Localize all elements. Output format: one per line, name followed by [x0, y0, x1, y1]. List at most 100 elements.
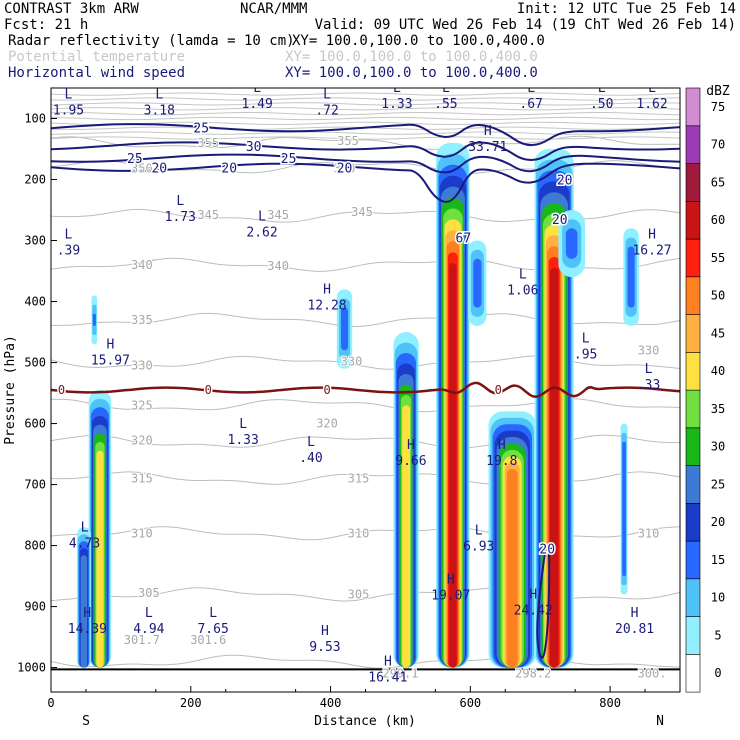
theta-label: 305 [348, 587, 370, 601]
extremum-type: L [645, 362, 653, 377]
wind-contour-line [51, 153, 680, 174]
extremum-value: 6.93 [463, 540, 494, 555]
colorbar-swatch [685, 616, 701, 655]
extremum-value: .50 [590, 97, 613, 112]
legend-xy-theta: XY= 100.0,100.0 to 100.0,400.0 [285, 49, 538, 65]
forecast-hour: Fcst: 21 h [4, 17, 88, 33]
extremum-type: L [176, 194, 184, 209]
extremum-value: 4.94 [133, 622, 164, 637]
extremum-type: H [529, 588, 537, 603]
y-axis-label: Pressure (hPa) [3, 335, 18, 445]
colorbar-level-label: 5 [714, 628, 721, 642]
colorbar-level-label: 60 [711, 213, 725, 227]
colorbar-level-label: 50 [711, 289, 725, 303]
extremum-value: 1.95 [53, 103, 84, 118]
extremum-type: L [519, 267, 527, 282]
legend-field-wind: Horizontal wind speed [8, 65, 185, 81]
x-tick-label: 800 [599, 696, 621, 710]
extremum-value: .72 [315, 103, 338, 118]
x-tick-label: 0 [47, 696, 54, 710]
extremum-type: H [321, 624, 329, 639]
extremum-type: L [209, 606, 217, 621]
x-end-label-north: N [656, 714, 664, 729]
extremum-type: L [393, 81, 401, 96]
x-tick-label: 600 [459, 696, 481, 710]
extremum-value: 1.62 [636, 97, 667, 112]
theta-label: 315 [131, 471, 153, 485]
x-tick-label: 200 [180, 696, 202, 710]
wind-contour-label: 20 [221, 161, 237, 176]
theta-label: 305 [138, 586, 160, 600]
colorbar-swatch [685, 201, 701, 240]
legend-field-theta: Potential temperature [8, 49, 185, 65]
extremum-type: L [258, 209, 266, 224]
reflectivity-cell [550, 267, 559, 668]
reflectivity-anvil [627, 246, 635, 308]
reflectivity-cell [402, 405, 410, 668]
y-tick-label: 900 [24, 600, 46, 614]
theta-label: 310 [348, 526, 370, 540]
contour-labels: 301.7 301.6 299.1 298.2 300. 305 305 310 310 310 3… [123, 120, 668, 682]
extremum-type: H [484, 124, 492, 139]
extremum-type: L [598, 81, 606, 96]
theta-label: 299.1 [382, 667, 418, 681]
y-tick-label: 300 [24, 234, 46, 248]
theta-label: 330 [341, 354, 363, 368]
colorbar-swatch [685, 653, 701, 693]
legend-xy-reflectivity: XY= 100.0,100.0 to 100.0,400.0 [292, 33, 545, 49]
theta-label: 355 [197, 136, 219, 150]
extremum-type: L [145, 606, 153, 621]
wind-contour-label: 20 [151, 161, 167, 176]
wind-contour-line [51, 123, 680, 147]
colorbar-level-label: 75 [711, 100, 725, 114]
extremum-type: L [323, 87, 331, 102]
organization-label: NCAR/MMM [240, 1, 307, 17]
legend-xy-wind: XY= 100.0,100.0 to 100.0,400.0 [285, 65, 538, 81]
colorbar-level-label: 20 [711, 515, 725, 529]
wind-contour-label: 20 [552, 213, 568, 228]
extremum-type: H [106, 337, 114, 352]
theta-label: 298.2 [515, 667, 551, 681]
theta-contour-line [51, 92, 680, 96]
extremum-value: 2.62 [246, 225, 277, 240]
extremum-type: L [239, 417, 247, 432]
extremum-value: 19.8 [486, 454, 517, 469]
extremum-type: H [407, 438, 415, 453]
reflectivity-cell [449, 263, 457, 668]
valid-time: Valid: 09 UTC Wed 26 Feb 14 (19 ChT Wed … [315, 17, 736, 33]
wind-contour-label: 20 [557, 174, 573, 189]
wind-contour-line [51, 141, 680, 162]
colorbar-swatch [685, 351, 701, 391]
extremum-type: L [442, 81, 450, 96]
wind-contour-label: 25 [281, 152, 297, 167]
extremum-value: 15.97 [91, 353, 130, 368]
colorbar-level-label: 30 [711, 440, 725, 454]
freezing-level-line [51, 381, 680, 398]
y-tick-label: 700 [24, 478, 46, 492]
colorbar-swatch [685, 87, 701, 127]
x-end-label-south: S [82, 714, 90, 729]
colorbar-swatch [685, 389, 701, 429]
extremum-value: .40 [299, 451, 322, 466]
freezing-level-label: 0 [58, 383, 65, 397]
theta-contour-line [51, 116, 680, 121]
x-tick-label: 400 [320, 696, 342, 710]
extremum-type: H [498, 438, 506, 453]
model-title: CONTRAST 3km ARW [4, 1, 139, 17]
theta-contour-line [51, 131, 680, 135]
extremum-value: 1.49 [242, 97, 273, 112]
theta-contour-line [51, 654, 680, 669]
colorbar-swatch [685, 238, 701, 278]
theta-label: 310 [131, 526, 153, 540]
figure-header: CONTRAST 3km ARW NCAR/MMM Init: 12 UTC T… [4, 1, 736, 81]
wind-contour-label: 20 [539, 543, 555, 558]
theta-label: 330 [638, 343, 660, 357]
wind-contour-label: 30 [246, 140, 262, 155]
colorbar-swatch [685, 125, 701, 164]
theta-contour-line [51, 126, 680, 130]
theta-label: 300. [638, 667, 667, 681]
colorbar-unit: dBZ [706, 84, 730, 99]
colorbar-level-label: 70 [711, 138, 725, 152]
theta-contours [51, 92, 680, 669]
wind-contour-label: 25 [193, 122, 209, 137]
